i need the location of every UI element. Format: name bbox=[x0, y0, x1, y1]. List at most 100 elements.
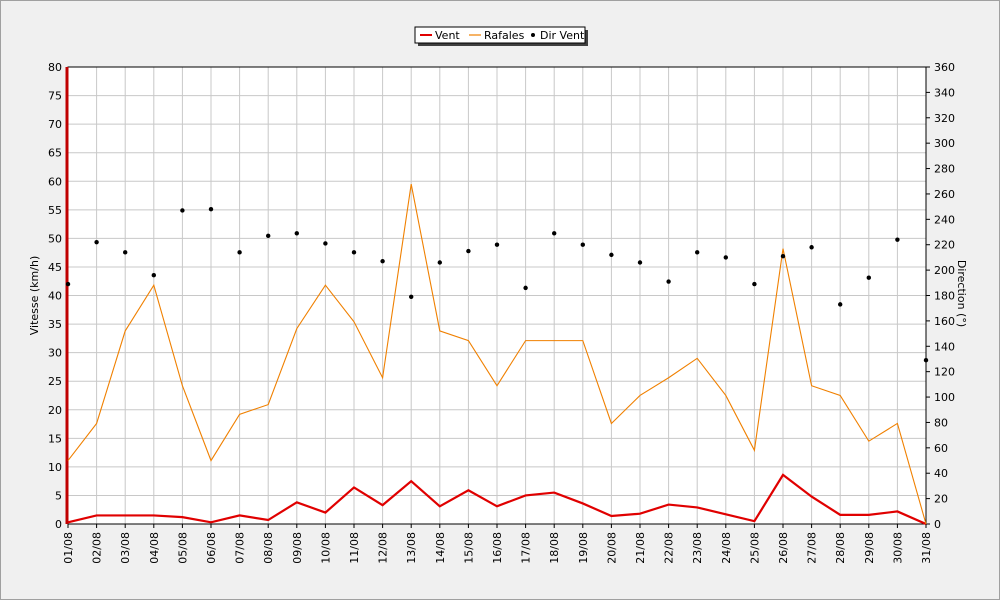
y-tick-label: 25 bbox=[48, 375, 62, 388]
y2-tick-label: 160 bbox=[934, 315, 955, 328]
dir-vent-point bbox=[65, 281, 71, 287]
x-tick-label: 20/08 bbox=[605, 532, 618, 564]
x-tick-label: 04/08 bbox=[148, 532, 161, 564]
grid-lines bbox=[65, 66, 927, 525]
dir-vent-point bbox=[866, 275, 871, 280]
y2-tick-label: 320 bbox=[934, 112, 955, 125]
dir-vent-point bbox=[580, 242, 585, 247]
y-tick-label: 35 bbox=[48, 318, 62, 331]
y2-tick-label: 0 bbox=[934, 518, 941, 531]
dir-vent-point bbox=[895, 237, 900, 242]
x-tick-label: 24/08 bbox=[720, 532, 733, 564]
x-tick-label: 13/08 bbox=[405, 532, 418, 564]
dir-vent-point bbox=[123, 250, 128, 255]
x-tick-label: 15/08 bbox=[462, 532, 475, 564]
dir-vent-point bbox=[266, 233, 271, 239]
y-tick-label: 45 bbox=[48, 261, 62, 274]
y-tick-label: 15 bbox=[48, 432, 62, 445]
dir-vent-point bbox=[237, 250, 242, 255]
dir-vent-point bbox=[752, 281, 757, 287]
dir-vent-point bbox=[923, 358, 929, 363]
x-tick-label: 05/08 bbox=[176, 532, 189, 564]
dir-vent-point bbox=[151, 272, 156, 278]
y2-tick-label: 140 bbox=[934, 340, 955, 353]
y-tick-label: 65 bbox=[48, 147, 62, 160]
legend: Vent Rafales Dir Vent bbox=[414, 26, 588, 46]
y-tick-label: 20 bbox=[48, 404, 62, 417]
dir-vent-point bbox=[294, 231, 299, 236]
legend-box bbox=[414, 26, 586, 44]
x-tick-label: 06/08 bbox=[205, 532, 218, 564]
y-tick-label: 80 bbox=[48, 61, 62, 74]
dir-vent-point bbox=[666, 279, 671, 284]
x-tick-label: 21/08 bbox=[634, 532, 647, 564]
dir-vent-point bbox=[494, 242, 500, 247]
left-axis-ticks: 0 5 10 15 20 25 30 35 40 45 50 55 60 65 70 75 80 bbox=[48, 61, 62, 531]
dir-vent-point bbox=[208, 206, 214, 212]
x-tick-label: 25/08 bbox=[748, 532, 761, 564]
x-tick-label: 18/08 bbox=[548, 532, 561, 564]
dir-vent-point bbox=[466, 248, 471, 254]
vent-line bbox=[67, 473, 927, 526]
x-tick-label: 17/08 bbox=[520, 532, 533, 564]
dir-vent-point bbox=[180, 208, 185, 213]
x-tick-label: 10/08 bbox=[319, 532, 332, 564]
legend-dir-vent-swatch bbox=[531, 33, 535, 37]
x-tick-label: 22/08 bbox=[663, 532, 676, 564]
y2-tick-label: 300 bbox=[934, 137, 955, 150]
dir-vent-point bbox=[838, 302, 843, 307]
x-tick-label: 28/08 bbox=[834, 532, 847, 564]
y-tick-label: 55 bbox=[48, 204, 62, 217]
y2-tick-label: 340 bbox=[934, 86, 955, 99]
y-tick-label: 40 bbox=[48, 290, 62, 303]
y-tick-label: 0 bbox=[55, 518, 62, 531]
y-tick-label: 30 bbox=[48, 347, 62, 360]
y2-tick-label: 260 bbox=[934, 188, 955, 201]
x-tick-label: 31/08 bbox=[920, 532, 933, 564]
x-tick-label: 30/08 bbox=[891, 532, 904, 564]
y2-tick-label: 100 bbox=[934, 391, 955, 404]
legend-dir-vent-label: Dir Vent bbox=[540, 29, 585, 42]
x-axis-ticks: 01/08 02/08 03/08 04/08 05/08 06/08 07/08 08/08… bbox=[62, 524, 933, 564]
y2-tick-label: 200 bbox=[934, 264, 955, 277]
y2-tick-label: 60 bbox=[934, 442, 948, 455]
x-tick-label: 19/08 bbox=[577, 532, 590, 564]
y2-tick-label: 280 bbox=[934, 163, 955, 176]
y2-tick-label: 360 bbox=[934, 61, 955, 74]
dir-vent-point bbox=[94, 239, 99, 245]
series-group bbox=[65, 184, 929, 526]
y2-tick-label: 120 bbox=[934, 366, 955, 379]
y2-tick-label: 240 bbox=[934, 213, 955, 226]
dir-vent-point bbox=[552, 231, 557, 236]
y-tick-label: 60 bbox=[48, 175, 62, 188]
x-tick-label: 01/08 bbox=[62, 532, 75, 564]
x-tick-label: 08/08 bbox=[262, 532, 275, 564]
dir-vent-point bbox=[523, 285, 528, 291]
y-tick-label: 50 bbox=[48, 232, 62, 245]
y2-axis-title: Direction (°) bbox=[955, 260, 968, 327]
dir-vent-point bbox=[409, 294, 414, 299]
x-tick-label: 14/08 bbox=[434, 532, 447, 564]
y-tick-label: 5 bbox=[55, 489, 62, 502]
x-tick-label: 16/08 bbox=[491, 532, 504, 564]
y-tick-label: 70 bbox=[48, 118, 62, 131]
dir-vent-point bbox=[723, 255, 728, 260]
y-tick-label: 75 bbox=[48, 90, 62, 103]
dir-vent-point bbox=[637, 260, 643, 265]
x-tick-label: 07/08 bbox=[234, 532, 247, 564]
y2-tick-label: 40 bbox=[934, 467, 948, 480]
x-tick-label: 29/08 bbox=[863, 532, 876, 564]
legend-vent-label: Vent bbox=[435, 29, 460, 42]
dir-vent-point bbox=[695, 250, 700, 255]
dir-vent-point bbox=[780, 253, 786, 259]
x-tick-label: 26/08 bbox=[777, 532, 790, 564]
x-tick-label: 23/08 bbox=[691, 532, 704, 564]
dir-vent-point bbox=[437, 260, 442, 265]
x-tick-label: 27/08 bbox=[806, 532, 819, 564]
dir-vent-point bbox=[380, 259, 385, 264]
dir-vent-point bbox=[609, 252, 614, 258]
x-tick-label: 12/08 bbox=[377, 532, 390, 564]
x-tick-label: 03/08 bbox=[119, 532, 132, 564]
y2-tick-label: 220 bbox=[934, 239, 955, 252]
